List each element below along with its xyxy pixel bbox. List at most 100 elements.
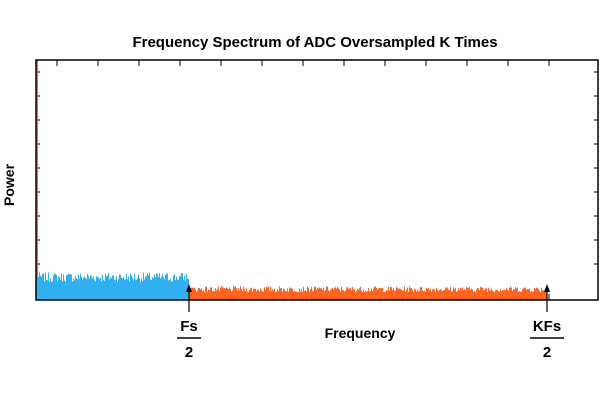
- oversampled-noise-floor-bar: [525, 287, 526, 300]
- oversampled-noise-floor-bar: [373, 288, 374, 300]
- nyquist-band-noise-bar: [119, 274, 120, 300]
- oversampled-noise-floor-bar: [381, 288, 382, 300]
- oversampled-noise-floor-bar: [214, 291, 215, 300]
- oversampled-noise-floor-bar: [255, 288, 256, 300]
- oversampled-noise-floor-bar: [251, 287, 252, 300]
- oversampled-noise-floor-bar: [298, 291, 299, 300]
- oversampled-noise-floor-bar: [484, 289, 485, 300]
- oversampled-noise-floor-bar: [293, 291, 294, 300]
- oversampled-noise-floor-bar: [309, 292, 310, 300]
- oversampled-noise-floor-bar: [501, 291, 502, 300]
- oversampled-noise-floor-bar: [534, 287, 535, 300]
- nyquist-band-noise-bar: [132, 277, 133, 300]
- oversampled-noise-floor-bar: [450, 286, 451, 300]
- oversampled-noise-floor-bar: [504, 289, 505, 300]
- oversampled-noise-floor-bar: [396, 286, 397, 300]
- oversampled-noise-floor-bar: [402, 290, 403, 300]
- nyquist-band-noise-bar: [75, 275, 76, 300]
- oversampled-noise-floor-bar: [335, 286, 336, 300]
- oversampled-noise-floor-bar: [247, 291, 248, 300]
- nyquist-band-noise-bar: [38, 276, 39, 300]
- axis-ticks: [36, 60, 598, 300]
- oversampled-noise-floor-bar: [233, 286, 234, 300]
- nyquist-band-noise-bar: [169, 279, 170, 300]
- oversampled-noise-floor-bar: [323, 287, 324, 300]
- oversampled-noise-floor-bar: [412, 289, 413, 300]
- oversampled-noise-floor-bar: [420, 287, 421, 300]
- oversampled-noise-floor-bar: [417, 289, 418, 300]
- nyquist-band-noise-bar: [167, 273, 168, 300]
- oversampled-noise-floor-bar: [198, 288, 199, 300]
- nyquist-band-noise-bar: [106, 276, 107, 300]
- oversampled-noise-floor-bar: [314, 286, 315, 300]
- oversampled-noise-floor-bar: [461, 288, 462, 300]
- oversampled-noise-floor-bar: [456, 292, 457, 300]
- nyquist-band-noise-bar: [82, 280, 83, 300]
- oversampled-noise-floor-bar: [425, 291, 426, 300]
- oversampled-noise-floor-bar: [385, 291, 386, 300]
- nyquist-band-noise-bar: [65, 281, 66, 300]
- oversampled-noise-floor-bar: [383, 291, 384, 300]
- nyquist-band-noise-bar: [147, 273, 148, 300]
- oversampled-noise-floor-bar: [358, 289, 359, 300]
- oversampled-noise-floor-bar: [236, 288, 237, 300]
- oversampled-noise-floor-bar: [259, 291, 260, 300]
- oversampled-noise-floor-bar: [503, 289, 504, 300]
- oversampled-noise-floor-bar: [326, 286, 327, 300]
- oversampled-noise-floor-bar: [240, 286, 241, 300]
- oversampled-noise-floor-bar: [266, 287, 267, 300]
- oversampled-noise-floor-bar: [340, 291, 341, 300]
- nyquist-band-noise-bar: [174, 274, 175, 300]
- oversampled-noise-floor-bar: [299, 288, 300, 300]
- nyquist-band-noise-bar: [47, 280, 48, 300]
- nyquist-band-noise-bar: [110, 277, 111, 300]
- nyquist-band-noise-bar: [62, 281, 63, 300]
- oversampled-noise-floor-bar: [440, 289, 441, 300]
- oversampled-noise-floor-bar: [273, 290, 274, 300]
- nyquist-band-noise-bar: [168, 280, 169, 300]
- oversampled-noise-floor-bar: [423, 291, 424, 300]
- oversampled-noise-floor-bar: [529, 288, 530, 300]
- oversampled-noise-floor-bar: [193, 287, 194, 300]
- oversampled-noise-floor-bar: [343, 290, 344, 300]
- oversampled-noise-floor-bar: [327, 286, 328, 300]
- nyquist-band-noise-bar: [57, 281, 58, 300]
- oversampled-noise-floor-bar: [372, 291, 373, 300]
- nyquist-band-noise-bar: [173, 275, 174, 300]
- oversampled-noise-floor-bar: [411, 287, 412, 300]
- oversampled-noise-floor-bar: [365, 290, 366, 300]
- oversampled-noise-floor-bar: [207, 291, 208, 300]
- oversampled-noise-floor-bar: [196, 291, 197, 300]
- oversampled-noise-floor-bar: [260, 288, 261, 300]
- oversampled-noise-floor-bar: [272, 289, 273, 300]
- oversampled-noise-floor-bar: [389, 290, 390, 300]
- oversampled-noise-floor-bar: [325, 289, 326, 300]
- nyquist-band-noise-bar: [138, 274, 139, 300]
- nyquist-band-noise-bar: [152, 277, 153, 300]
- oversampled-noise-floor-bar: [506, 288, 507, 300]
- nyquist-band-noise-bar: [53, 275, 54, 300]
- nyquist-band-noise-bar: [182, 273, 183, 300]
- nyquist-band-noise-bar: [45, 272, 46, 300]
- x-axis-label: Frequency: [325, 325, 396, 341]
- oversampled-noise-floor-bar: [492, 290, 493, 300]
- oversampled-noise-floor-bar: [280, 288, 281, 300]
- nyquist-band-noise-bar: [88, 276, 89, 300]
- oversampled-noise-floor-bar: [472, 289, 473, 300]
- oversampled-noise-floor-bar: [460, 287, 461, 300]
- nyquist-band-noise-bar: [133, 280, 134, 300]
- oversampled-noise-floor-bar: [360, 286, 361, 300]
- oversampled-noise-floor-bar: [485, 288, 486, 300]
- oversampled-noise-floor-bar: [216, 290, 217, 300]
- oversampled-noise-floor-bar: [359, 288, 360, 300]
- oversampled-noise-floor-bar: [429, 290, 430, 300]
- nyquist-band-noise-bar: [40, 275, 41, 300]
- oversampled-noise-floor-bar: [399, 288, 400, 300]
- nyquist-band-noise-bar: [114, 279, 115, 300]
- oversampled-noise-floor-bar: [487, 292, 488, 300]
- nyquist-band-noise-bar: [164, 278, 165, 300]
- oversampled-noise-floor-bar: [473, 291, 474, 300]
- chart-title: Frequency Spectrum of ADC Oversampled K …: [132, 34, 497, 51]
- oversampled-noise-floor-bar: [442, 291, 443, 300]
- oversampled-noise-floor-bar: [235, 286, 236, 300]
